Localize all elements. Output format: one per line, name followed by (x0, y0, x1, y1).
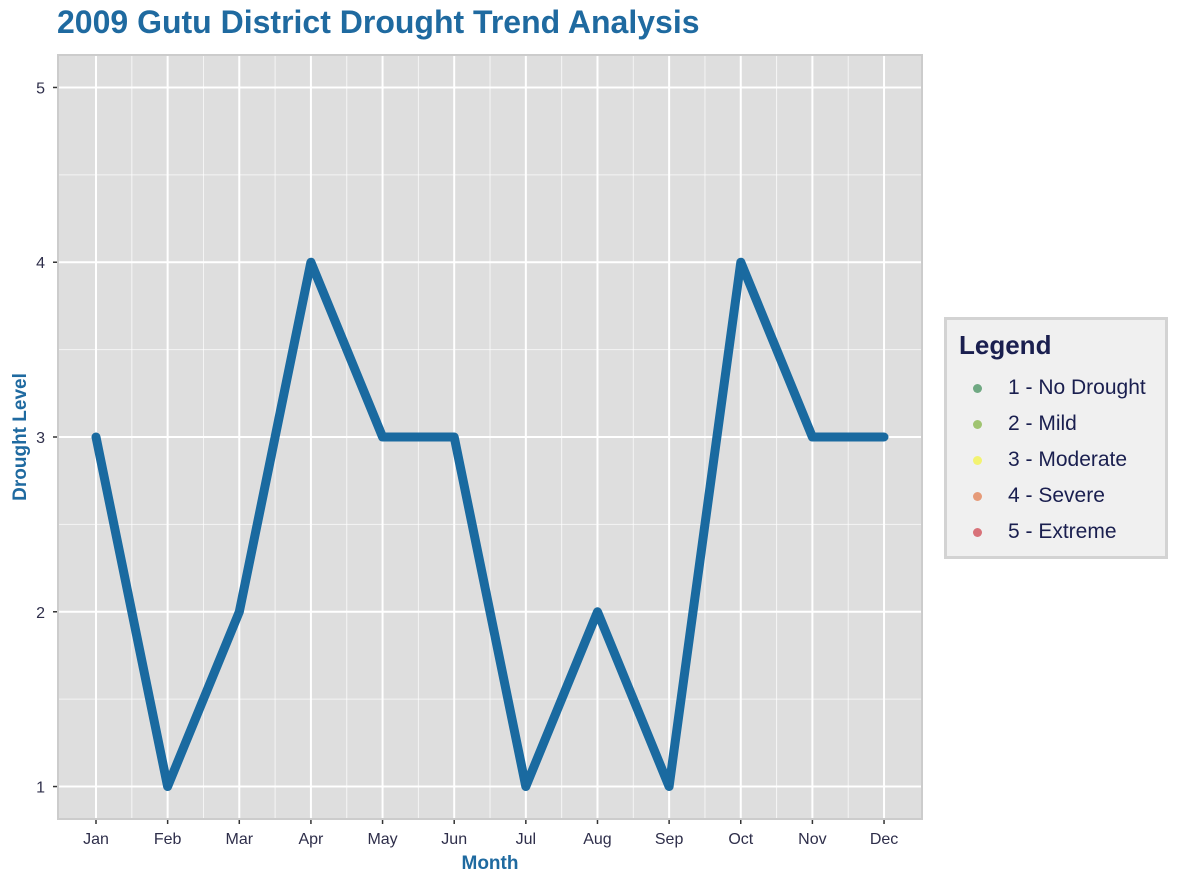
legend-item-extreme: 5 - Extreme (947, 514, 1167, 550)
x-tick-label: Sep (655, 831, 684, 848)
data-point (238, 611, 240, 613)
x-tick-label: Nov (798, 831, 826, 848)
y-axis-title: Drought Level (10, 373, 31, 501)
y-tick-label: 2 (36, 605, 45, 622)
data-series (91, 257, 889, 791)
legend-dot-moderate (973, 456, 982, 465)
y-tick-label: 4 (36, 255, 45, 272)
legend-item-mild: 2 - Mild (947, 406, 1167, 442)
x-tick-label: Feb (154, 831, 182, 848)
x-tick-label: Dec (870, 831, 898, 848)
x-tick-label: Jul (516, 831, 536, 848)
legend: Legend 1 - No Drought 2 - Mild 3 - Moder… (944, 317, 1168, 559)
data-point (525, 786, 527, 788)
data-point (811, 436, 813, 438)
x-axis-title: Month (462, 853, 519, 874)
data-point (596, 611, 598, 613)
x-tick-label: Apr (298, 831, 324, 848)
data-point (95, 436, 97, 438)
legend-item-moderate: 3 - Moderate (947, 442, 1167, 478)
x-tick-label: Jan (83, 831, 109, 848)
data-point (167, 786, 169, 788)
legend-dot-extreme (973, 528, 982, 537)
series-line (91, 257, 889, 791)
data-point (310, 261, 312, 263)
data-point (453, 436, 455, 438)
legend-label-severe: 4 - Severe (1008, 484, 1105, 507)
chart-title: 2009 Gutu District Drought Trend Analysi… (57, 4, 700, 40)
legend-item-severe: 4 - Severe (947, 478, 1167, 514)
x-tick-label: Aug (583, 831, 611, 848)
y-tick-labels: 1 2 3 4 5 (36, 80, 45, 796)
legend-dot-mild (973, 420, 982, 429)
legend-title: Legend (959, 330, 1052, 360)
y-tick-label: 5 (36, 80, 45, 97)
legend-label-extreme: 5 - Extreme (1008, 520, 1117, 543)
legend-label-mild: 2 - Mild (1008, 412, 1077, 435)
axis-ticks (53, 86, 885, 824)
legend-label-moderate: 3 - Moderate (1008, 448, 1128, 471)
x-tick-labels: Jan Feb Mar Apr May Jun Jul Aug Sep Oct Nov Dec (83, 831, 898, 848)
legend-item-no-drought: 1 - No Drought (947, 370, 1167, 406)
x-tick-label: Oct (728, 831, 753, 848)
x-tick-label: Jun (441, 831, 467, 848)
legend-dot-no-drought (973, 384, 982, 393)
data-point (740, 261, 742, 263)
legend-dot-severe (973, 492, 982, 501)
x-tick-label: Mar (225, 831, 253, 848)
data-point (668, 786, 670, 788)
data-point (883, 436, 885, 438)
y-tick-label: 3 (36, 430, 45, 447)
x-tick-label: May (367, 831, 397, 848)
y-tick-label: 1 (36, 780, 45, 797)
legend-label-no-drought: 1 - No Drought (1008, 376, 1146, 399)
data-point (382, 436, 384, 438)
